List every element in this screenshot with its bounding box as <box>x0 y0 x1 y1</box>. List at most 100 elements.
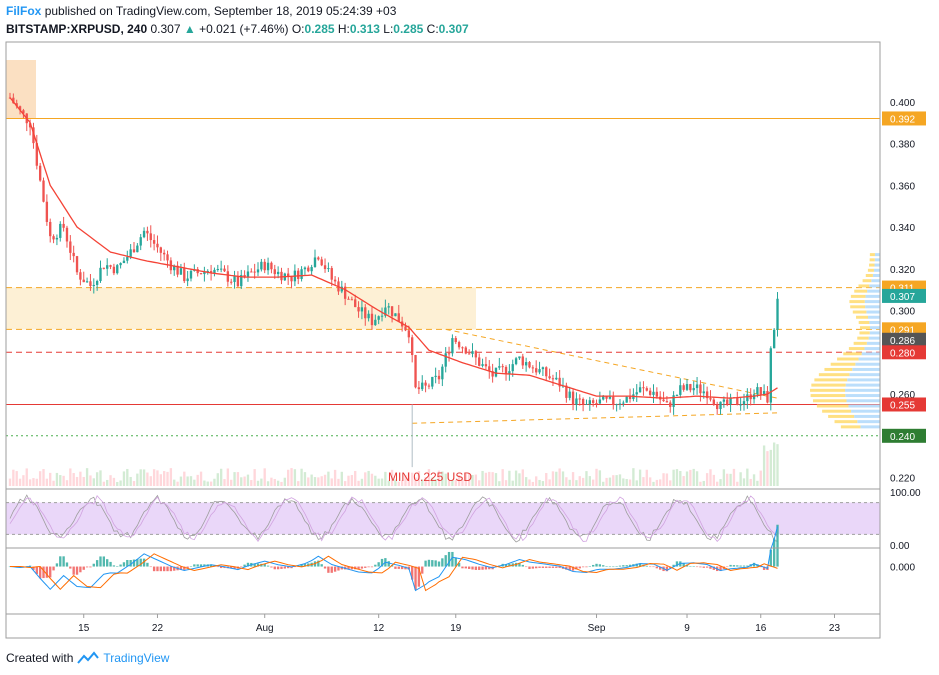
candle-body <box>59 223 62 238</box>
candle-body <box>535 368 538 373</box>
candle-body <box>72 252 75 257</box>
volume-bar <box>491 472 494 486</box>
author-name[interactable]: FilFox <box>6 4 42 18</box>
volume-bar <box>233 472 236 486</box>
volume-bar <box>216 473 219 486</box>
candle-body <box>230 281 233 283</box>
candle-body <box>323 265 327 270</box>
volume-bar <box>119 480 122 486</box>
candle-body <box>441 366 444 380</box>
macd-histogram-bar <box>357 566 360 570</box>
macd-histogram-bar <box>380 558 384 567</box>
volume-bar <box>702 480 705 486</box>
symbol-label[interactable]: BITSTAMP:XRPUSD, 240 <box>6 22 148 36</box>
macd-histogram-bar <box>75 566 79 575</box>
volume-bar <box>136 473 139 486</box>
publisher-line: FilFox published on TradingView.com, Sep… <box>6 4 396 18</box>
volume-bar <box>618 474 622 486</box>
volume-bar <box>481 470 484 486</box>
macd-histogram-bar <box>417 566 421 587</box>
macd-histogram-bar <box>504 564 508 567</box>
volume-bar <box>514 470 518 486</box>
profile-bar <box>857 420 880 424</box>
profile-bar <box>868 315 880 319</box>
axes: 0.400 0.380 0.360 0.340 0.320 0.300 0.260 0.220… <box>5 41 921 639</box>
volume-bar <box>152 469 156 486</box>
candle-body <box>675 394 679 396</box>
volume-bar <box>169 468 173 486</box>
volume-bar <box>615 475 618 486</box>
candle-body <box>209 271 213 274</box>
macd-histogram-bar <box>72 566 75 575</box>
candle-body <box>434 375 437 377</box>
macd-histogram-bar <box>330 566 333 573</box>
volume-bar <box>565 477 568 486</box>
profile-bar <box>851 409 880 413</box>
candle-body <box>508 371 511 375</box>
candle-body <box>558 377 561 387</box>
price-badge-label: 0.291 <box>890 325 915 336</box>
volume-bar <box>69 468 72 486</box>
candle-body <box>216 269 219 271</box>
candle-body <box>246 271 250 278</box>
last-price: 0.307 <box>150 22 181 36</box>
candle-body <box>250 271 253 273</box>
macd-histogram-bar <box>89 566 92 568</box>
profile-bar <box>840 425 861 429</box>
y-tick-label: 0.360 <box>890 181 915 192</box>
volume-bar <box>32 478 35 486</box>
candle-body <box>129 249 132 257</box>
volume-bar <box>183 471 186 486</box>
macd-histogram-bar <box>193 564 196 567</box>
volume-bar <box>122 471 126 486</box>
open-label: O: <box>291 22 305 36</box>
candle-body <box>682 385 685 390</box>
candle-body <box>236 276 240 287</box>
profile-bar <box>869 253 875 257</box>
candle-body <box>444 353 447 367</box>
macd-histogram-bar <box>628 564 632 567</box>
volume-bar <box>689 469 692 486</box>
macd-histogram-bar <box>82 566 85 570</box>
volume-bar <box>347 475 350 486</box>
candle-body <box>85 281 89 283</box>
macd-histogram-bar <box>367 566 370 568</box>
macd-histogram-bar <box>293 566 297 568</box>
x-tick-label: Sep <box>588 623 606 634</box>
macd-histogram-bar <box>159 566 162 572</box>
candle-body <box>146 230 149 234</box>
candle-body <box>313 257 317 268</box>
price-badge <box>882 397 926 412</box>
volume-bar <box>333 469 337 486</box>
candle-body <box>454 338 457 343</box>
tradingview-brand[interactable]: TradingView <box>103 651 170 665</box>
profile-bar <box>859 326 870 330</box>
macd-histogram-bar <box>276 566 280 570</box>
profile-bar <box>867 268 874 272</box>
volume-bar <box>431 477 434 486</box>
volume-bar <box>203 480 206 486</box>
volume-profile <box>810 253 880 429</box>
macd-histogram-bar <box>256 563 260 567</box>
volume-bar <box>273 478 276 486</box>
x-tick-label: 15 <box>78 623 90 634</box>
candle-body <box>716 404 719 410</box>
macd-histogram-bar <box>615 566 618 567</box>
candle-body <box>685 384 689 390</box>
profile-bar <box>873 268 880 272</box>
macd-histogram-bar <box>411 566 414 580</box>
macd-histogram-bar <box>719 566 722 572</box>
profile-bar <box>811 383 846 387</box>
volume-bar <box>659 479 662 486</box>
macd-histogram-bar <box>682 562 685 567</box>
profile-bar <box>810 394 846 398</box>
macd-histogram-bar <box>156 566 159 572</box>
macd-histogram-bar <box>146 562 149 567</box>
macd-histogram-bar <box>524 566 528 568</box>
x-tick-label: 9 <box>684 623 690 634</box>
candle-body <box>233 276 236 283</box>
volume-bar <box>441 471 444 486</box>
candle-body <box>156 243 159 248</box>
volume-bar <box>742 478 746 486</box>
